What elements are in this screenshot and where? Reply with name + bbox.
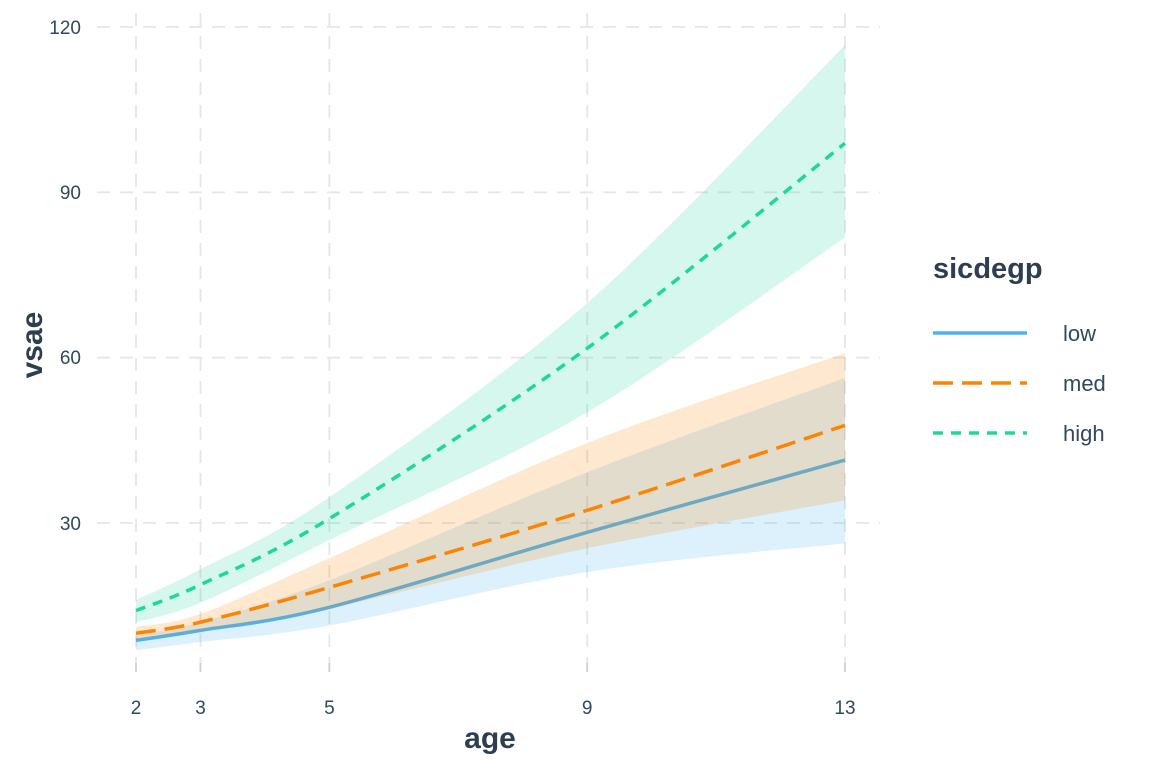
legend-title: sicdegp bbox=[933, 253, 1043, 285]
series-line-high bbox=[135, 141, 847, 613]
legend-label-high: high bbox=[1063, 421, 1105, 446]
horizontal-gridlines bbox=[97, 26, 880, 524]
x-axis-tick-labels: 2 3 5 9 13 bbox=[131, 698, 856, 719]
y-axis-tick-labels: 120 90 60 30 bbox=[49, 18, 81, 535]
x-tick-label-9: 9 bbox=[582, 698, 593, 719]
legend: sicdegp low med high bbox=[933, 253, 1106, 446]
x-tick-label-3: 3 bbox=[195, 698, 206, 719]
y-tick-label-90: 90 bbox=[60, 183, 81, 204]
confidence-ribbon-high bbox=[136, 45, 845, 623]
legend-item-low: low bbox=[933, 321, 1096, 346]
y-tick-label-30: 30 bbox=[60, 514, 81, 535]
x-tick-label-13: 13 bbox=[834, 698, 855, 719]
legend-label-med: med bbox=[1063, 371, 1106, 396]
x-axis-tick-marks bbox=[135, 663, 846, 672]
confidence-ribbon-med bbox=[136, 353, 845, 640]
legend-item-med: med bbox=[933, 371, 1106, 396]
vertical-gridlines bbox=[135, 13, 846, 663]
x-tick-label-2: 2 bbox=[131, 698, 142, 719]
series-line-med bbox=[135, 423, 846, 635]
series-layer bbox=[135, 45, 847, 651]
legend-item-high: high bbox=[933, 421, 1105, 446]
confidence-ribbon-low bbox=[136, 378, 845, 651]
series-line-low bbox=[135, 458, 846, 643]
x-tick-label-5: 5 bbox=[324, 698, 335, 719]
y-axis-title: vsae bbox=[16, 312, 49, 379]
y-tick-label-120: 120 bbox=[49, 18, 81, 39]
y-tick-label-60: 60 bbox=[60, 348, 81, 369]
legend-label-low: low bbox=[1063, 321, 1096, 346]
x-axis-title: age bbox=[464, 722, 516, 755]
